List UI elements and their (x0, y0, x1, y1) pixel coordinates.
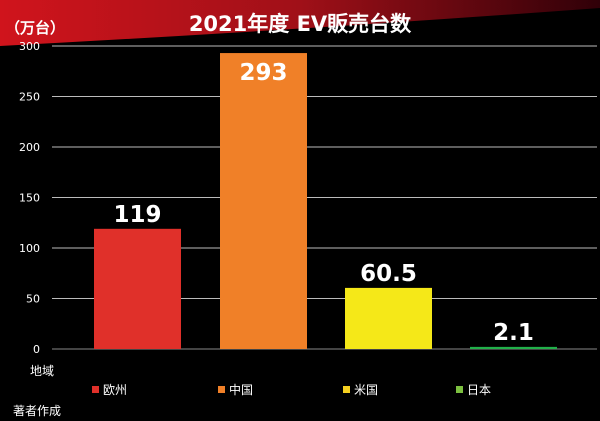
y-tick-label: 100 (19, 242, 40, 255)
red-swoosh-decoration (0, 0, 600, 46)
y-axis-unit: （万台） (5, 19, 66, 37)
bar-3 (345, 287, 432, 349)
y-tick-label: 50 (26, 293, 40, 306)
data-label: 60.5 (360, 261, 417, 287)
legend-item: 米国 (343, 381, 378, 398)
y-tick-label: 150 (19, 192, 40, 205)
chart-title: 2021年度 EV販売台数 (188, 12, 412, 36)
data-label: 293 (239, 60, 287, 86)
legend-label: 日本 (467, 383, 492, 397)
legend-item: 中国 (218, 381, 253, 398)
data-label: 2.1 (493, 320, 534, 346)
data-label: 119 (113, 202, 161, 228)
y-tick-label: 250 (19, 91, 40, 104)
legend-label: 米国 (354, 383, 379, 397)
y-tick-label: 200 (19, 141, 40, 154)
bar-4 (470, 346, 557, 349)
legend-swatch (218, 386, 225, 393)
legend-label: 欧州 (103, 383, 128, 397)
legend-item: 欧州 (92, 381, 127, 398)
legend-item: 日本 (456, 381, 491, 398)
legend-swatch (92, 386, 99, 393)
legend-label: 中国 (229, 383, 254, 397)
y-tick-label: 300 (19, 40, 40, 53)
bar-1 (94, 228, 181, 349)
bar-2 (220, 53, 307, 349)
x-axis-label: 地域 (30, 364, 55, 378)
y-tick-label: 0 (33, 343, 40, 356)
source-note: 著者作成 (13, 404, 62, 418)
legend-swatch (456, 386, 463, 393)
legend-swatch (343, 386, 350, 393)
